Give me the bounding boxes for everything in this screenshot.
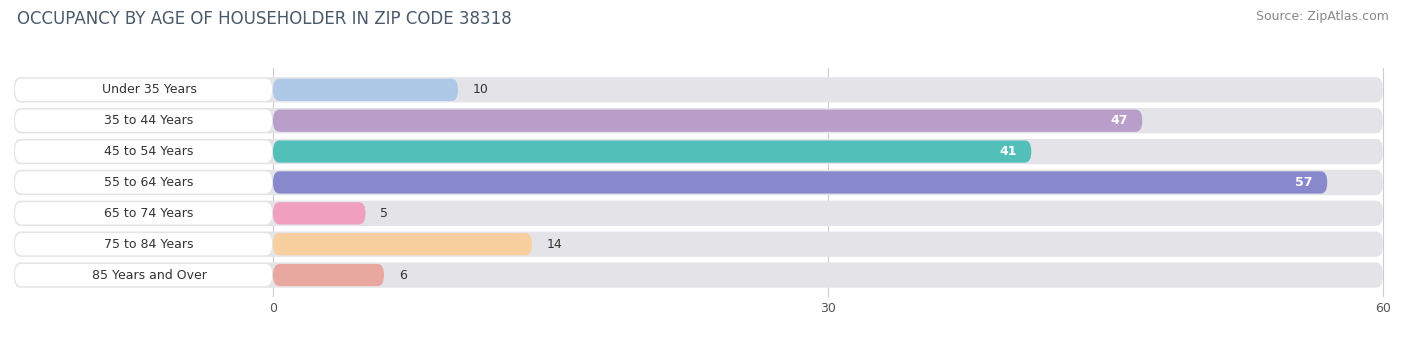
Text: 45 to 54 Years: 45 to 54 Years: [104, 145, 194, 158]
Text: 14: 14: [547, 238, 562, 251]
FancyBboxPatch shape: [15, 233, 273, 255]
Text: 35 to 44 Years: 35 to 44 Years: [104, 114, 194, 127]
Text: 5: 5: [380, 207, 388, 220]
FancyBboxPatch shape: [14, 263, 1382, 288]
FancyBboxPatch shape: [273, 171, 1327, 194]
FancyBboxPatch shape: [14, 77, 1382, 103]
Text: Source: ZipAtlas.com: Source: ZipAtlas.com: [1256, 10, 1389, 23]
Text: 55 to 64 Years: 55 to 64 Years: [104, 176, 194, 189]
FancyBboxPatch shape: [14, 232, 1382, 257]
FancyBboxPatch shape: [14, 139, 1382, 164]
FancyBboxPatch shape: [15, 109, 273, 132]
Text: 10: 10: [472, 83, 489, 96]
Text: OCCUPANCY BY AGE OF HOUSEHOLDER IN ZIP CODE 38318: OCCUPANCY BY AGE OF HOUSEHOLDER IN ZIP C…: [17, 10, 512, 28]
FancyBboxPatch shape: [15, 202, 273, 224]
Text: 75 to 84 Years: 75 to 84 Years: [104, 238, 194, 251]
FancyBboxPatch shape: [14, 201, 1382, 226]
FancyBboxPatch shape: [14, 170, 1382, 195]
Text: 41: 41: [1000, 145, 1017, 158]
Text: 57: 57: [1295, 176, 1312, 189]
FancyBboxPatch shape: [273, 79, 458, 101]
FancyBboxPatch shape: [273, 264, 384, 286]
FancyBboxPatch shape: [273, 140, 1031, 163]
FancyBboxPatch shape: [14, 108, 1382, 133]
FancyBboxPatch shape: [273, 202, 366, 224]
FancyBboxPatch shape: [273, 109, 1142, 132]
FancyBboxPatch shape: [15, 140, 273, 163]
Text: 85 Years and Over: 85 Years and Over: [91, 269, 207, 282]
Text: 65 to 74 Years: 65 to 74 Years: [104, 207, 194, 220]
Text: 6: 6: [399, 269, 406, 282]
Text: Under 35 Years: Under 35 Years: [101, 83, 197, 96]
Text: 47: 47: [1109, 114, 1128, 127]
FancyBboxPatch shape: [15, 79, 273, 101]
FancyBboxPatch shape: [273, 233, 531, 255]
FancyBboxPatch shape: [15, 171, 273, 194]
FancyBboxPatch shape: [15, 264, 273, 286]
